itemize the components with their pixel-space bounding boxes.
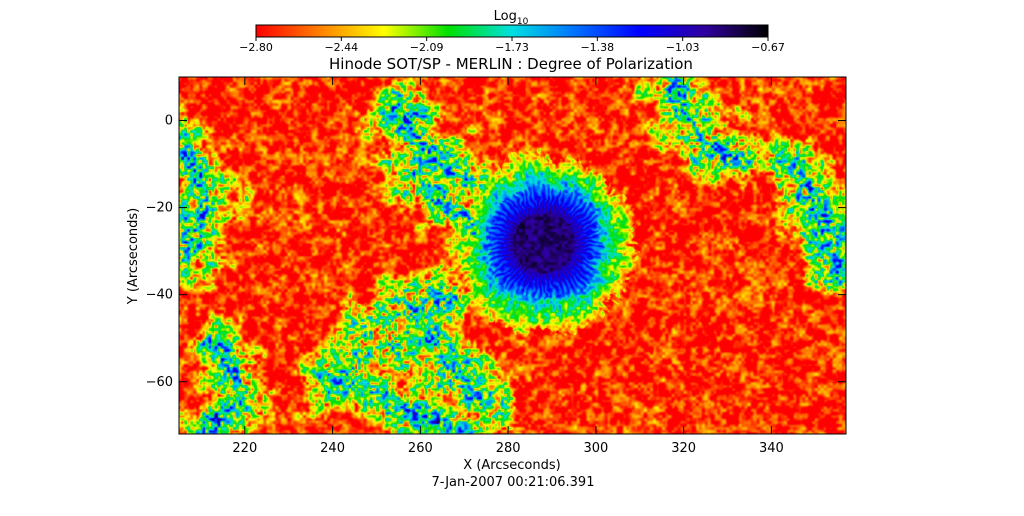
colorbar-tick-label: −2.09	[410, 41, 444, 54]
colorbar-label: Log10	[494, 9, 529, 27]
x-tick-label: 300	[583, 441, 608, 456]
polarization-map	[179, 77, 846, 434]
x-axis: 220 240 260 280 300 320 340	[232, 77, 784, 456]
y-tick-label: −40	[146, 288, 173, 303]
x-tick-label: 260	[408, 441, 433, 456]
colorbar-tick-label: −2.44	[324, 41, 358, 54]
colorbar-tick-label: −1.38	[580, 41, 614, 54]
colorbar-tick-label: −0.67	[751, 41, 785, 54]
x-axis-label: X (Arcseconds)	[463, 458, 560, 473]
colorbar-tick-label: −2.80	[239, 41, 273, 54]
x-tick-label: 240	[320, 441, 345, 456]
x-tick-label: 340	[759, 441, 784, 456]
colorbar: Log10 −2.80 −2.44 −2.09 −1.73 −1.38 −1.03 −0.6…	[239, 9, 785, 54]
colorbar-tick-label: −1.03	[666, 41, 700, 54]
chart-title: Hinode SOT/SP - MERLIN : Degree of Polar…	[329, 55, 693, 73]
plot-frame	[178, 76, 847, 435]
y-tick-label: −20	[146, 201, 173, 216]
x-tick-label: 320	[671, 441, 696, 456]
colorbar-tick-label: −1.73	[495, 41, 529, 54]
y-tick-label: −60	[146, 375, 173, 390]
colorbar-gradient	[255, 24, 769, 38]
plot-area: 220 240 260 280 300 320 340 0 −20 −40 −60	[146, 76, 847, 456]
y-tick-label: 0	[165, 114, 173, 129]
x-tick-label: 280	[496, 441, 521, 456]
x-tick-label: 220	[232, 441, 257, 456]
y-axis: 0 −20 −40 −60	[146, 114, 846, 390]
observation-timestamp: 7-Jan-2007 00:21:06.391	[432, 475, 595, 490]
y-axis-label: Y (Arcseconds)	[126, 208, 141, 305]
